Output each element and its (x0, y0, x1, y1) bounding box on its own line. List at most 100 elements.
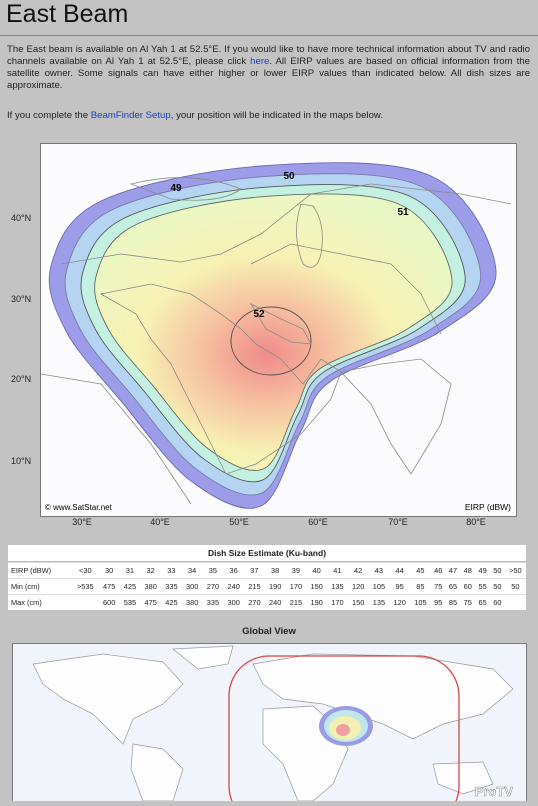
continents (32, 645, 514, 802)
table-cell: >535 (71, 578, 99, 595)
table-cell: 49 (475, 562, 490, 579)
setup-text: If you complete the (7, 110, 91, 121)
table-cell: 270 (202, 578, 224, 595)
table-cell: 42 (347, 562, 369, 579)
table-cell: 170 (285, 578, 307, 595)
row-header: EIRP (dBW) (8, 562, 72, 579)
table-title: Dish Size Estimate (Ku-band) (8, 545, 526, 562)
global-view-title: Global View (242, 626, 296, 637)
table-cell: 95 (430, 594, 446, 610)
table-cell: 75 (460, 594, 476, 610)
table-cell: 120 (389, 594, 411, 610)
intro-paragraph: The East beam is available on Al Yah 1 a… (7, 44, 530, 92)
lon-label: 70°E (388, 517, 408, 527)
lon-label: 60°E (308, 517, 328, 527)
contour-label: 49 (170, 183, 182, 194)
table-cell: 135 (368, 594, 390, 610)
table-cell: 46 (430, 562, 446, 579)
beam-map-svg: 49 50 51 52 © www.SatStar.net EIRP (dBW) (40, 144, 516, 516)
table-cell: 36 (223, 562, 245, 579)
table-cell: 65 (445, 578, 461, 595)
table-cell: 335 (202, 594, 224, 610)
table-cell: 60 (489, 594, 505, 610)
table-cell: 50 (504, 578, 526, 595)
table-cell: 300 (181, 578, 203, 595)
table-cell: 535 (119, 594, 141, 610)
watermark: ProTV (475, 784, 514, 799)
table-cell: 37 (244, 562, 265, 579)
table-cell: 31 (119, 562, 141, 579)
table-cell: 55 (475, 578, 490, 595)
beam-footprint (336, 724, 350, 736)
table-cell: 190 (306, 594, 328, 610)
global-map-svg: ProTV (32, 645, 514, 806)
table-cell: 47 (445, 562, 461, 579)
table-row: Max (cm) 600 535 475 425 380 335 300 270 240 215 19… (8, 594, 526, 610)
table-cell: 95 (389, 578, 411, 595)
title-rule (0, 35, 538, 36)
table-cell: 215 (244, 578, 265, 595)
table-row: Min (cm) >535 475 425 380 335 300 270 240 215 190 1… (8, 578, 526, 595)
table-cell: 35 (202, 562, 224, 579)
table-cell: 240 (223, 578, 245, 595)
unit-label: EIRP (dBW) (465, 502, 511, 512)
intro-text: . All EIRP values are based on official … (7, 56, 530, 91)
lat-label: 30°N (11, 294, 32, 304)
table-cell: 30 (98, 562, 120, 579)
table-cell: 39 (285, 562, 307, 579)
table-cell: 50 (489, 562, 505, 579)
beamfinder-link[interactable]: BeamFinder Setup (90, 110, 171, 121)
table-cell: 34 (181, 562, 203, 579)
page-title: East Beam (6, 0, 129, 28)
global-map: ProTV (12, 643, 527, 806)
table-cell: <30 (71, 562, 99, 579)
table-cell: 43 (368, 562, 390, 579)
lon-label: 40°E (150, 517, 170, 527)
table-row: EIRP (dBW) <30 30 31 32 33 34 35 36 37 38 39 40 41 42 4… (8, 562, 526, 579)
beam-map: 49 50 51 52 © www.SatStar.net EIRP (dBW) (40, 143, 517, 517)
dish-table: Dish Size Estimate (Ku-band) EIRP (dBW) <… (8, 545, 526, 610)
here-link[interactable]: here (250, 56, 270, 67)
table-cell: 150 (306, 578, 328, 595)
table-cell: 335 (161, 578, 182, 595)
table-cell: 240 (264, 594, 286, 610)
contour-label: 52 (253, 309, 265, 320)
table-cell: 270 (244, 594, 265, 610)
table-cell: 380 (181, 594, 203, 610)
table-cell: 50 (489, 578, 505, 595)
map-credit: © www.SatStar.net (45, 503, 113, 512)
table-cell: 215 (285, 594, 307, 610)
table-cell: 75 (430, 578, 446, 595)
table-cell: 425 (161, 594, 182, 610)
row-header: Min (cm) (8, 578, 72, 595)
table-cell: 60 (460, 578, 476, 595)
table-cell: 600 (98, 594, 120, 610)
table-cell: 45 (410, 562, 431, 579)
row-header: Max (cm) (8, 594, 72, 610)
coastlines (40, 177, 512, 505)
table-cell: 120 (347, 578, 369, 595)
contours (48, 162, 497, 509)
contour-labels: 49 50 51 52 (170, 171, 409, 320)
table-cell: 32 (140, 562, 162, 579)
table-cell: 38 (264, 562, 286, 579)
table-body: EIRP (dBW) <30 30 31 32 33 34 35 36 37 38 39 40 41 42 4… (8, 562, 526, 610)
contour-label: 50 (283, 171, 295, 182)
table-cell: 105 (410, 594, 431, 610)
table-cell: 135 (327, 578, 348, 595)
table-cell (71, 594, 99, 610)
coverage-outline (228, 655, 460, 806)
table-cell: >50 (504, 562, 526, 579)
table-cell: 33 (161, 562, 182, 579)
lat-label: 40°N (11, 213, 32, 223)
table-cell (504, 594, 526, 610)
lon-label: 30°E (72, 517, 92, 527)
table-cell: 41 (327, 562, 348, 579)
contour-label: 51 (397, 207, 409, 218)
lat-label: 20°N (11, 374, 32, 384)
table-cell: 40 (306, 562, 328, 579)
table-cell: 85 (410, 578, 431, 595)
table-cell: 475 (140, 594, 162, 610)
table-cell: 300 (223, 594, 245, 610)
